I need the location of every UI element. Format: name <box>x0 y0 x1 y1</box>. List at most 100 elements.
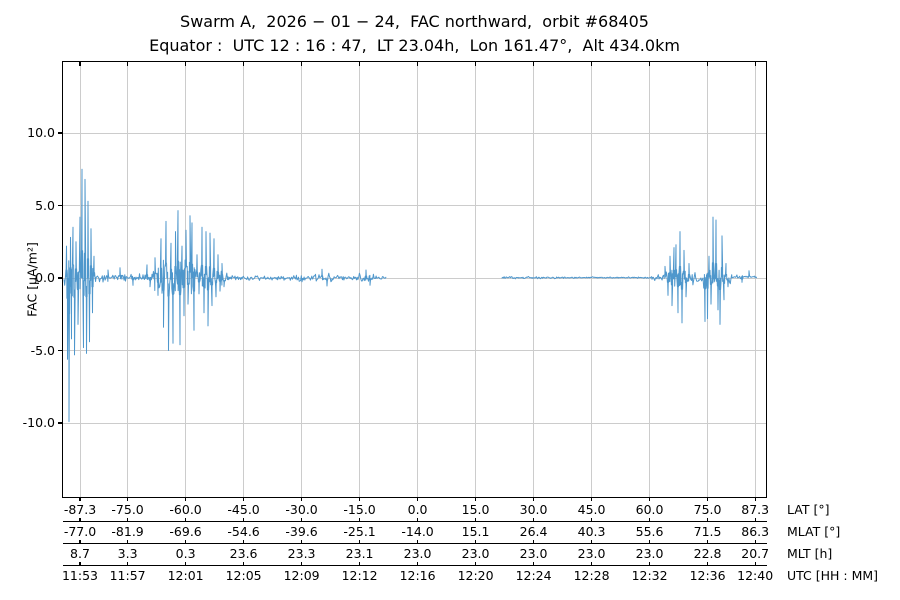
x-tick <box>127 561 129 565</box>
x-tick-label: -30.0 <box>285 502 318 517</box>
x-tick-label: 23.3 <box>287 546 316 561</box>
x-tick <box>79 517 81 521</box>
top-tick <box>127 62 129 66</box>
x-gridline <box>475 62 477 497</box>
y-tick <box>57 132 63 134</box>
top-tick <box>243 62 245 66</box>
x-tick-label: 23.0 <box>403 546 432 561</box>
x-tick-label: 40.3 <box>577 524 606 539</box>
top-tick <box>185 62 187 66</box>
y-tick <box>57 422 63 424</box>
fac-line-path <box>63 168 757 423</box>
x-tick-label: 15.1 <box>461 524 490 539</box>
y-tick-label: 0.0 <box>35 270 55 285</box>
x-tick <box>416 539 419 543</box>
x-tick <box>243 517 245 521</box>
y-tick <box>57 204 63 207</box>
x-tick <box>590 561 593 565</box>
x-tick <box>754 497 756 501</box>
x-tick-label: 23.6 <box>229 546 258 561</box>
x-tick <box>416 497 419 501</box>
x-tick-label: 12:32 <box>631 568 668 583</box>
top-tick <box>79 62 81 66</box>
sub-axis-line <box>63 543 767 545</box>
plot-area <box>62 61 767 498</box>
y-gridline <box>63 277 766 279</box>
y-tick <box>57 277 63 279</box>
x-tick <box>358 539 361 543</box>
x-tick-label: 12:40 <box>737 568 774 583</box>
x-tick <box>754 561 756 565</box>
x-tick-label: 71.5 <box>693 524 722 539</box>
x-gridline <box>185 62 187 497</box>
top-tick <box>358 62 361 66</box>
x-tick-label: 23.0 <box>519 546 548 561</box>
x-gridline <box>649 62 651 497</box>
x-tick <box>416 517 419 521</box>
x-tick-label: 55.6 <box>635 524 664 539</box>
x-tick <box>706 561 709 565</box>
x-tick <box>754 517 756 521</box>
top-tick <box>474 62 477 66</box>
fac-series-line <box>63 168 757 423</box>
x-tick <box>127 517 129 521</box>
x-tick-label: -14.0 <box>401 524 434 539</box>
x-gridline <box>754 62 756 497</box>
x-tick-label: -60.0 <box>169 502 202 517</box>
x-gridline <box>127 62 129 497</box>
chart-title: Swarm A, 2026 − 01 − 24, FAC northward, … <box>180 12 649 31</box>
x-tick <box>243 561 245 565</box>
x-tick-label: 60.0 <box>635 502 664 517</box>
x-tick-label: 12:28 <box>573 568 610 583</box>
x-tick <box>185 497 187 501</box>
x-tick-label: -25.1 <box>343 524 376 539</box>
x-tick-label: 23.0 <box>461 546 490 561</box>
x-tick-label: 0.0 <box>407 502 428 517</box>
x-tick-label: 22.8 <box>693 546 722 561</box>
x-tick <box>706 517 709 521</box>
x-tick <box>532 539 535 543</box>
x-gridline <box>243 62 245 497</box>
top-tick <box>300 62 303 66</box>
x-tick-label: -75.0 <box>111 502 144 517</box>
x-tick <box>185 561 187 565</box>
x-tick-label: 0.3 <box>175 546 196 561</box>
x-tick-label: -45.0 <box>227 502 260 517</box>
x-tick-label: 75.0 <box>693 502 722 517</box>
top-tick <box>532 62 535 66</box>
x-tick <box>358 497 361 501</box>
x-tick <box>706 539 709 543</box>
x-tick <box>532 517 535 521</box>
x-tick <box>300 497 303 501</box>
x-gridline <box>359 62 361 497</box>
x-tick <box>590 517 593 521</box>
y-tick <box>57 349 63 352</box>
x-tick <box>532 497 535 501</box>
x-tick-label: -39.6 <box>285 524 318 539</box>
x-tick-label: -54.6 <box>227 524 260 539</box>
x-tick <box>127 539 129 543</box>
x-tick-label: 30.0 <box>519 502 548 517</box>
y-tick-label: -5.0 <box>30 342 55 358</box>
x-tick <box>79 561 81 565</box>
x-tick <box>474 561 477 565</box>
x-tick-label: 12:01 <box>167 568 204 583</box>
top-tick <box>706 62 709 66</box>
x-tick <box>590 497 593 501</box>
x-tick-label: 12:20 <box>457 568 494 583</box>
y-gridline <box>63 205 766 206</box>
y-gridline <box>63 132 766 134</box>
sub-axis-line <box>63 565 767 567</box>
y-gridline <box>63 422 766 424</box>
x-tick <box>532 561 535 565</box>
x-tick <box>706 497 709 501</box>
x-tick <box>754 539 756 543</box>
x-tick <box>79 497 81 501</box>
x-tick-label: 12:09 <box>283 568 320 583</box>
axis-row-label: LAT [°] <box>787 502 830 517</box>
axis-row-label: MLT [h] <box>787 546 833 561</box>
x-tick-label: -77.0 <box>63 524 97 539</box>
x-tick-label: -69.6 <box>169 524 202 539</box>
y-tick-label: 10.0 <box>27 125 55 140</box>
